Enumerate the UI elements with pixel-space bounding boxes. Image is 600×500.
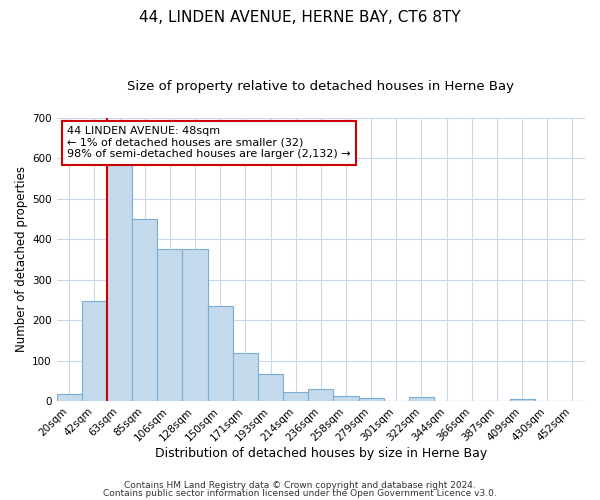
Bar: [208, 306, 233, 401]
Bar: [82, 300, 107, 401]
Bar: [359, 398, 384, 401]
Bar: [182, 250, 208, 401]
Bar: [107, 164, 132, 401]
Text: 44 LINDEN AVENUE: 48sqm
← 1% of detached houses are smaller (32)
98% of semi-det: 44 LINDEN AVENUE: 48sqm ← 1% of detached…: [67, 126, 351, 160]
Bar: [283, 392, 308, 401]
Bar: [56, 394, 82, 401]
Text: Contains public sector information licensed under the Open Government Licence v3: Contains public sector information licen…: [103, 488, 497, 498]
Text: Contains HM Land Registry data © Crown copyright and database right 2024.: Contains HM Land Registry data © Crown c…: [124, 481, 476, 490]
Bar: [233, 352, 258, 401]
Text: 44, LINDEN AVENUE, HERNE BAY, CT6 8TY: 44, LINDEN AVENUE, HERNE BAY, CT6 8TY: [139, 10, 461, 25]
Bar: [258, 374, 283, 401]
Bar: [334, 396, 359, 401]
Bar: [157, 250, 182, 401]
Bar: [132, 219, 157, 401]
Bar: [409, 397, 434, 401]
Y-axis label: Number of detached properties: Number of detached properties: [15, 166, 28, 352]
X-axis label: Distribution of detached houses by size in Herne Bay: Distribution of detached houses by size …: [155, 447, 487, 460]
Bar: [308, 389, 334, 401]
Title: Size of property relative to detached houses in Herne Bay: Size of property relative to detached ho…: [127, 80, 514, 93]
Bar: [509, 399, 535, 401]
